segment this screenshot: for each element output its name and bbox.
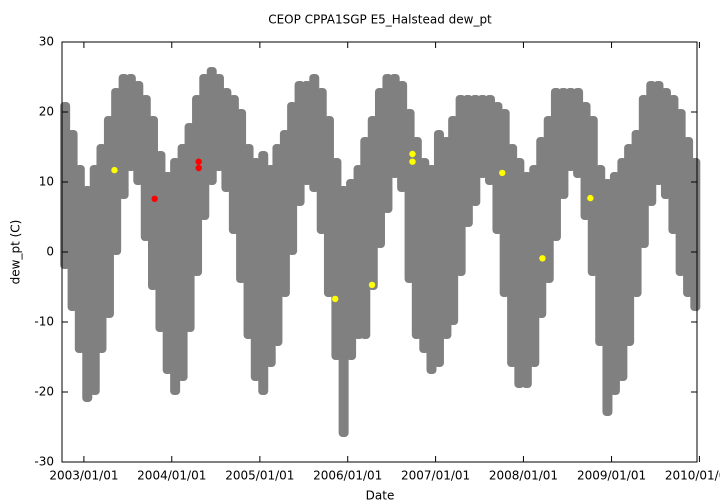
data-point	[499, 169, 506, 177]
chart-title: CEOP CPPA1SGP E5_Halstead dew_pt	[268, 13, 492, 27]
data-range	[690, 158, 701, 311]
x-tick-label: 2006/01/01	[313, 469, 382, 483]
x-axis-label: Date	[366, 489, 395, 503]
data-point	[111, 166, 118, 174]
y-axis-label: dew_pt (C)	[9, 220, 23, 285]
y-tick-label: 10	[39, 175, 54, 189]
y-tick-label: -20	[34, 385, 54, 399]
data-point	[332, 295, 339, 303]
x-tick-label: 2009/01/01	[577, 469, 646, 483]
data-point	[587, 194, 594, 202]
x-tick-label: 2003/01/01	[49, 469, 118, 483]
x-tick-label: 2005/01/01	[225, 469, 294, 483]
y-tick-label: 0	[46, 245, 54, 259]
x-tick-label: 2007/01/01	[401, 469, 470, 483]
x-tick-label: 2010/01/01	[665, 469, 720, 483]
data-point	[539, 255, 546, 262]
data-point	[368, 281, 376, 289]
data-point	[409, 158, 416, 165]
data-point	[195, 164, 202, 172]
data-point	[409, 150, 416, 158]
y-tick-label: 20	[39, 105, 54, 119]
data-point	[151, 195, 158, 202]
x-tick-label: 2008/01/01	[489, 469, 558, 483]
data-point	[195, 158, 202, 165]
x-tick-label: 2004/01/01	[137, 469, 206, 483]
y-tick-label: -10	[34, 315, 54, 329]
y-tick-label: -30	[34, 455, 54, 469]
y-tick-label: 30	[39, 35, 54, 49]
